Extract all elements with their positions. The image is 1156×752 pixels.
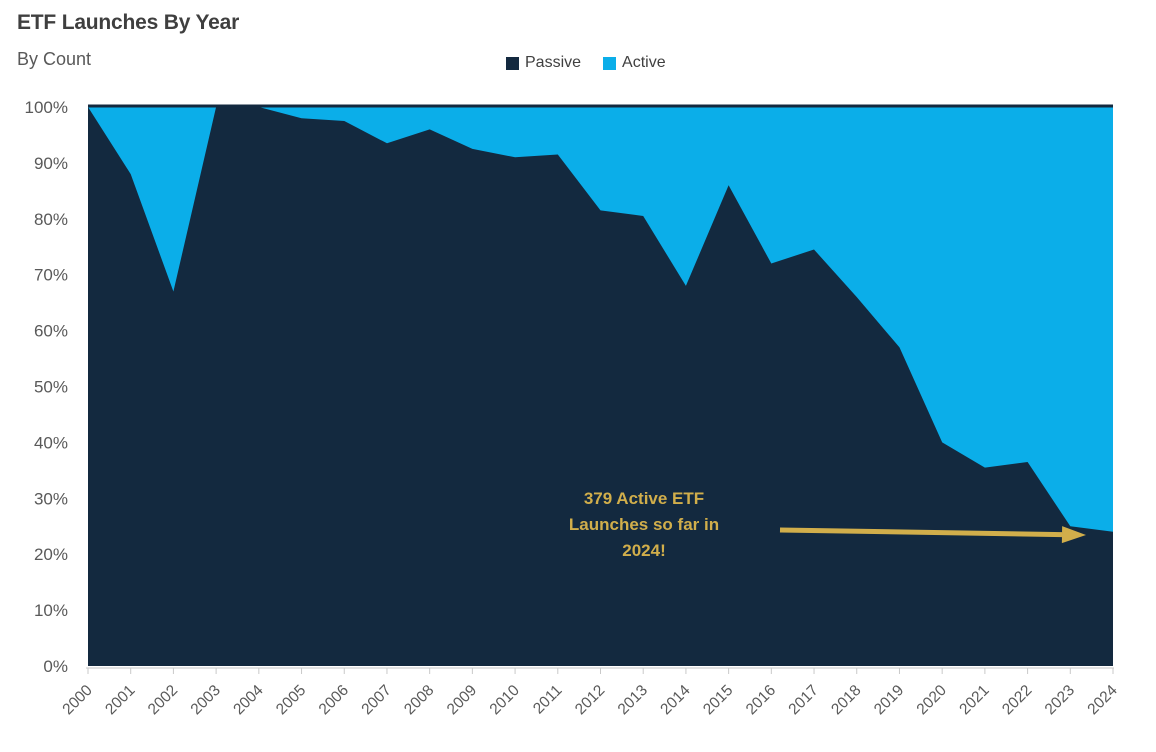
passive-swatch-icon bbox=[506, 56, 519, 70]
x-axis-label-2008: 2008 bbox=[401, 682, 437, 718]
annotation-line-3: 2024! bbox=[622, 541, 666, 560]
annotation-line-2: Launches so far in bbox=[568, 515, 720, 534]
x-axis-label-2023: 2023 bbox=[1042, 682, 1078, 718]
y-axis-label-100pct: 100% bbox=[25, 98, 68, 117]
annotation-arrow-shaft bbox=[779, 527, 1063, 538]
y-axis-label-30pct: 30% bbox=[34, 489, 68, 508]
y-axis-label-20pct: 20% bbox=[34, 545, 68, 564]
y-axis-label-0pct: 0% bbox=[43, 657, 68, 676]
x-axis-label-2017: 2017 bbox=[785, 682, 821, 718]
x-axis-label-2001: 2001 bbox=[102, 682, 138, 718]
y-axis-label-10pct: 10% bbox=[34, 601, 68, 620]
x-axis-label-2012: 2012 bbox=[572, 682, 608, 718]
x-axis-label-2018: 2018 bbox=[828, 682, 864, 718]
x-axis-label-2003: 2003 bbox=[188, 682, 224, 718]
x-axis-label-2004: 2004 bbox=[230, 682, 267, 719]
x-axis-label-2021: 2021 bbox=[956, 682, 992, 718]
x-axis-label-2000: 2000 bbox=[59, 682, 96, 719]
x-axis-label-2010: 2010 bbox=[487, 682, 524, 719]
chart-subtitle: By Count bbox=[17, 49, 92, 69]
chart-title: ETF Launches By Year bbox=[17, 11, 240, 34]
x-axis-label-2019: 2019 bbox=[871, 682, 907, 718]
legend-item-passive: Passive bbox=[506, 54, 581, 72]
y-axis-label-50pct: 50% bbox=[34, 378, 68, 397]
x-axis-label-2015: 2015 bbox=[700, 682, 736, 718]
active-swatch-icon bbox=[603, 56, 617, 70]
passive-area bbox=[88, 107, 1113, 666]
x-axis-label-2013: 2013 bbox=[615, 682, 651, 718]
x-axis-label-2006: 2006 bbox=[316, 682, 352, 718]
y-axis-label-80pct: 80% bbox=[34, 210, 68, 229]
y-axis-label-70pct: 70% bbox=[34, 266, 68, 285]
x-axis-label-2014: 2014 bbox=[657, 682, 694, 719]
x-axis-label-2005: 2005 bbox=[273, 682, 309, 718]
y-axis-label-40pct: 40% bbox=[34, 433, 68, 452]
annotation-line-1: 379 Active ETF bbox=[583, 489, 705, 508]
x-axis-label-2022: 2022 bbox=[999, 682, 1035, 718]
x-axis-label-2020: 2020 bbox=[914, 682, 951, 719]
legend-label-active: Active bbox=[622, 54, 666, 71]
x-axis-label-2011: 2011 bbox=[530, 682, 566, 718]
x-axis-label-2024: 2024 bbox=[1084, 682, 1121, 719]
chart-legend: Passive Active bbox=[506, 54, 666, 72]
y-axis-label-60pct: 60% bbox=[34, 322, 68, 341]
legend-label-passive: Passive bbox=[525, 54, 582, 71]
legend-item-active: Active bbox=[603, 54, 666, 72]
x-axis-label-2007: 2007 bbox=[358, 682, 394, 718]
annotation-callout: 379 Active ETF Launches so far in 2024! bbox=[554, 486, 734, 564]
x-axis-label-2009: 2009 bbox=[444, 682, 480, 718]
annotation-arrow-head-icon bbox=[1061, 526, 1086, 544]
y-axis-label-90pct: 90% bbox=[34, 154, 68, 173]
x-axis-label-2002: 2002 bbox=[145, 682, 181, 718]
x-axis-label-2016: 2016 bbox=[743, 682, 779, 718]
